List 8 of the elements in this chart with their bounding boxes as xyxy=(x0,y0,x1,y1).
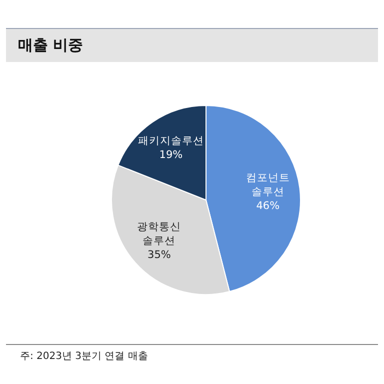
chart-title: 매출 비중 xyxy=(6,28,378,62)
data-label: 35% xyxy=(148,248,171,261)
slice-label: 패키지솔루션 xyxy=(138,135,204,148)
text: 주: 2023년 3분기 연결 매출 xyxy=(20,350,149,363)
data-label: 46% xyxy=(256,200,280,212)
data-label: 19% xyxy=(159,149,183,162)
slice-label: 컴포넌트솔루션 xyxy=(246,172,290,198)
slice-label: 광학통신솔루션 xyxy=(137,220,182,247)
